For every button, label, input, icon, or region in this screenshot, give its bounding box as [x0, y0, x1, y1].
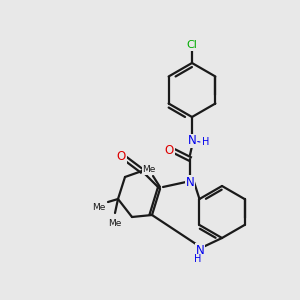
Text: O: O: [164, 143, 174, 157]
Text: N: N: [196, 244, 204, 256]
Text: O: O: [116, 151, 126, 164]
Text: Me: Me: [92, 202, 106, 211]
Text: H: H: [194, 254, 202, 264]
Text: N: N: [188, 134, 196, 148]
Text: Cl: Cl: [187, 40, 197, 50]
Text: Me: Me: [142, 166, 156, 175]
Text: N: N: [186, 176, 194, 188]
Text: H: H: [202, 137, 209, 147]
Text: Me: Me: [108, 218, 122, 227]
